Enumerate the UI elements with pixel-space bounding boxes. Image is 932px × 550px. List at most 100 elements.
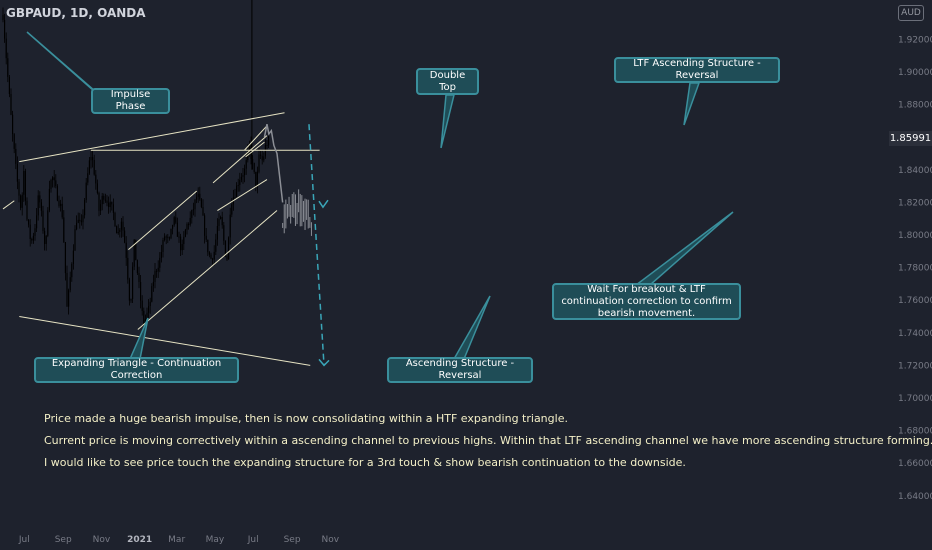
current-price-label: 1.85991 — [889, 131, 932, 146]
candle-body — [212, 258, 214, 260]
candle-body — [189, 217, 191, 225]
candle-body — [55, 180, 57, 187]
connector-impulse — [26, 31, 103, 99]
candle-body — [2, 14, 4, 20]
candle-body — [221, 217, 223, 226]
note-line-1: Price made a huge bearish impulse, then … — [44, 412, 568, 425]
candle-body — [109, 201, 111, 208]
candle-body — [133, 239, 135, 267]
ltf-structure-lower — [245, 141, 265, 158]
candle-body — [52, 177, 54, 180]
callout-expanding-triangle[interactable]: Expanding Triangle - Continuation Correc… — [34, 357, 239, 383]
candle-body — [148, 306, 150, 313]
candle-body — [255, 171, 257, 187]
price-tick-label: 1.66000 — [898, 459, 932, 469]
candle-body — [79, 219, 81, 221]
candle-body — [36, 215, 38, 229]
candle-body — [207, 239, 209, 253]
time-axis[interactable]: Jul Sep Nov 2021 Mar May Jul Sep Nov — [18, 535, 340, 545]
expanding-triangle-upper — [19, 112, 285, 163]
currency-button[interactable]: AUD — [898, 5, 924, 21]
time-tick-label: Sep — [55, 535, 72, 545]
candle-body — [44, 230, 46, 244]
candle-body — [26, 200, 28, 220]
candle-body — [136, 260, 138, 274]
callout-ascending-structure[interactable]: Ascending Structure - Reversal — [387, 357, 533, 383]
candle-body — [204, 215, 206, 236]
ltf-channel-lower — [217, 179, 268, 211]
candle-body — [58, 200, 60, 206]
candle-body — [263, 156, 265, 161]
candle-body — [23, 170, 25, 195]
price-tick-label: 1.84000 — [898, 166, 932, 176]
target-arrow-head — [318, 358, 330, 367]
candle-body — [261, 155, 263, 161]
candle-body — [160, 251, 162, 258]
candle-body — [143, 310, 145, 326]
candle-body — [192, 209, 194, 211]
candle-body — [8, 76, 10, 95]
candle-body — [42, 210, 44, 231]
candle-body — [12, 114, 14, 135]
note-line-2: Current price is moving correctively wit… — [44, 434, 932, 447]
candle-body — [218, 218, 220, 227]
candle-body — [215, 239, 217, 252]
candle-body — [258, 154, 260, 172]
candle-body — [146, 312, 148, 320]
candle-body — [48, 188, 50, 211]
candle-body — [24, 170, 26, 201]
candle-body — [71, 263, 73, 278]
candle-body — [213, 251, 215, 260]
price-tick-label: 1.78000 — [898, 264, 932, 274]
candle-body — [29, 224, 31, 240]
candle-body — [95, 174, 97, 184]
bearish-target-arrow — [308, 124, 330, 367]
candle-body — [178, 236, 180, 238]
candle-body — [88, 160, 90, 174]
time-tick-label: May — [206, 535, 225, 545]
callout-impulse-phase[interactable]: Impulse Phase — [91, 88, 170, 114]
candle-body — [31, 239, 33, 241]
trendline-drawings[interactable] — [2, 112, 320, 366]
candle-body — [226, 256, 228, 260]
price-tick-label: 1.76000 — [898, 296, 932, 306]
candle-body — [40, 202, 42, 211]
candle-body — [164, 236, 166, 240]
callout-double-top[interactable]: Double Top — [416, 68, 479, 95]
connector-wait-breakout — [633, 211, 734, 286]
candle-body — [223, 225, 225, 241]
candle-body — [92, 157, 94, 160]
candle-body — [116, 226, 118, 234]
candle-body — [85, 182, 87, 200]
candle-body — [250, 143, 252, 159]
candle-body — [72, 250, 74, 264]
ascending-channel-upper — [128, 190, 198, 251]
candle-body — [135, 239, 137, 261]
candle-body — [154, 270, 156, 282]
candle-body — [205, 235, 207, 240]
projected-path-line — [263, 124, 284, 203]
candle-body — [64, 242, 66, 274]
target-arrow-mid-head — [318, 199, 329, 209]
connector-double-top — [440, 94, 455, 149]
candle-body — [100, 204, 102, 211]
candle-body — [4, 19, 6, 39]
candle-body — [256, 171, 258, 187]
candle-body — [152, 281, 154, 287]
candle-body — [28, 219, 30, 225]
candle-body — [141, 300, 143, 311]
candle-body — [199, 193, 201, 200]
connector-ascending-structure — [452, 295, 491, 360]
candle-body — [108, 202, 110, 208]
callout-connectors — [26, 31, 734, 360]
callout-wait-for-breakout[interactable]: Wait For breakout & LTF continuation cor… — [552, 283, 741, 320]
candle-body — [16, 163, 18, 182]
callout-ltf-ascending-structure[interactable]: LTF Ascending Structure - Reversal — [614, 57, 780, 83]
candle-body — [132, 266, 134, 300]
candle-body — [45, 235, 47, 244]
candle-body — [74, 229, 76, 251]
price-axis[interactable]: 1.92000 1.90000 1.88000 1.84000 1.82000 1.800… — [898, 35, 932, 501]
candle-body — [172, 224, 174, 229]
candle-body — [184, 229, 186, 237]
